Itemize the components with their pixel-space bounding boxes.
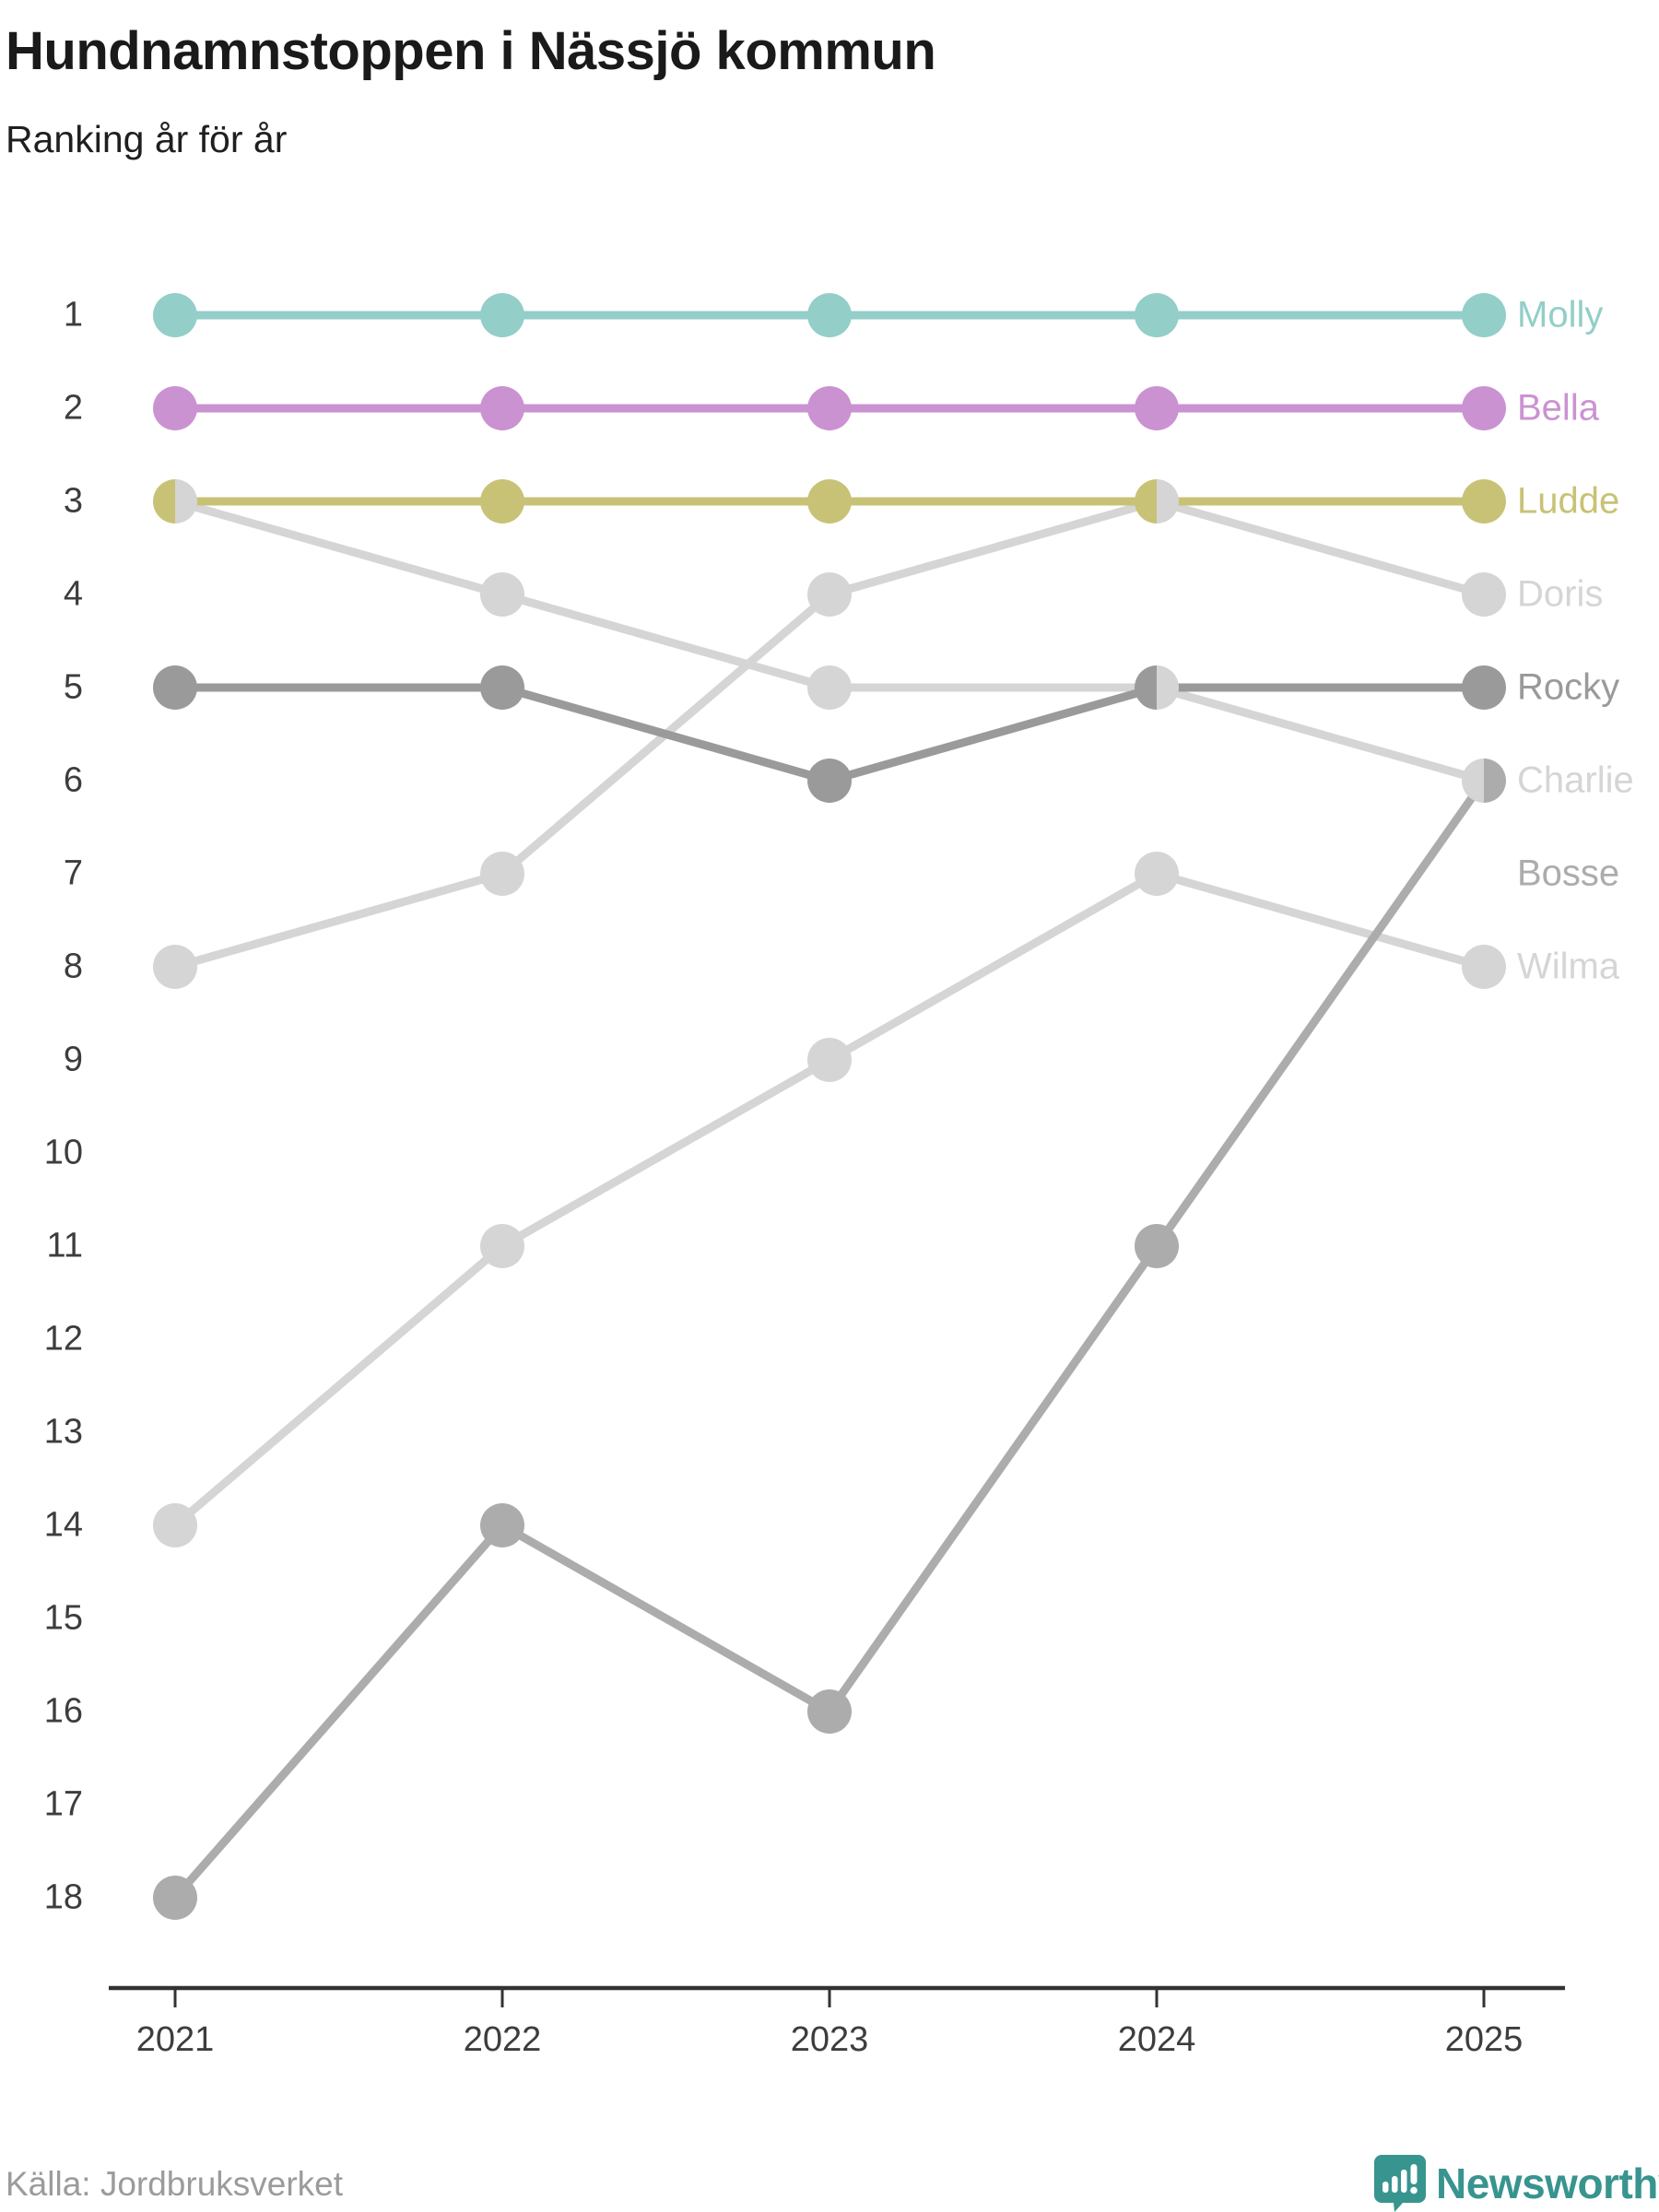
series-label-molly: Molly (1517, 294, 1604, 335)
series-dot-rocky-2022 (480, 665, 524, 710)
shared-dot-2024-rank5 (1135, 665, 1179, 710)
series-dot-wilma-2025 (1462, 945, 1506, 989)
shared-dot-right-half (1157, 479, 1179, 524)
shared-dot-left-half (1462, 759, 1484, 803)
series-line-charlie (173, 497, 1486, 785)
x-tick-label-2022: 2022 (463, 2020, 542, 2059)
series-dot-bella-2022 (480, 386, 524, 430)
series-label-doris: Doris (1517, 573, 1604, 615)
shared-dot-left-half (1135, 479, 1157, 524)
series-dot-ludde-2025 (1462, 479, 1506, 524)
series-dot-bella-2024 (1135, 386, 1179, 430)
series-dot-doris-2025 (1462, 572, 1506, 617)
shared-dot-left-half (153, 479, 175, 524)
series-dot-bosse-2024 (1135, 1224, 1179, 1268)
y-tick-label-7: 7 (63, 853, 83, 893)
x-tick-label-2023: 2023 (790, 2020, 869, 2059)
y-tick-label-6: 6 (63, 760, 83, 800)
source-note: Källa: Jordbruksverket (6, 2165, 344, 2203)
series-dot-doris-2022 (480, 852, 524, 896)
series-dot-ludde-2023 (807, 479, 852, 524)
series-label-bella: Bella (1517, 387, 1599, 429)
series-dot-wilma-2021 (153, 1503, 197, 1547)
series-dot-charlie-2023 (807, 665, 852, 710)
y-tick-label-18: 18 (43, 1877, 83, 1917)
series-dot-bella-2025 (1462, 386, 1506, 430)
x-tick-label-2025: 2025 (1444, 2020, 1524, 2059)
series-dot-rocky-2021 (153, 665, 197, 710)
x-tick-label-2021: 2021 (135, 2020, 215, 2059)
y-tick-label-15: 15 (43, 1598, 83, 1638)
newsworthy-bar-chart-bubble-icon (1374, 2155, 1426, 2212)
y-tick-label-5: 5 (63, 667, 83, 707)
series-dot-molly-2024 (1135, 293, 1179, 337)
series-dot-ludde-2022 (480, 479, 524, 524)
y-tick-label-14: 14 (43, 1505, 83, 1545)
series-line-wilma (172, 869, 1486, 1529)
shared-dot-left-half (1135, 665, 1157, 710)
series-dot-wilma-2023 (807, 1038, 852, 1082)
series-dot-molly-2021 (153, 293, 197, 337)
shared-dot-2024-rank3 (1135, 479, 1179, 524)
shared-dot-right-half (1157, 665, 1179, 710)
series-line-doris (173, 497, 1486, 971)
series-label-charlie: Charlie (1517, 759, 1634, 801)
series-dot-rocky-2025 (1462, 665, 1506, 710)
series-dot-bella-2023 (807, 386, 852, 430)
shared-dot-right-half (1484, 759, 1506, 803)
series-dot-doris-2023 (807, 572, 852, 617)
x-axis (109, 1985, 1565, 2007)
y-tick-label-9: 9 (63, 1040, 83, 1079)
series-dot-rocky-2023 (807, 759, 852, 803)
series-dot-molly-2023 (807, 293, 852, 337)
series-dot-bosse-2022 (480, 1503, 524, 1547)
y-tick-label-1: 1 (63, 295, 83, 335)
y-tick-label-4: 4 (63, 574, 83, 614)
series-dot-wilma-2024 (1135, 852, 1179, 896)
newsworthy-wordmark: Newsworthy (1436, 2159, 1659, 2207)
series-dot-wilma-2022 (480, 1224, 524, 1268)
y-tick-label-16: 16 (43, 1691, 83, 1731)
y-tick-label-12: 12 (43, 1319, 83, 1359)
series-label-wilma: Wilma (1517, 946, 1620, 987)
series-dot-molly-2025 (1462, 293, 1506, 337)
series-label-ludde: Ludde (1517, 480, 1620, 522)
shared-dot-2025-rank6 (1462, 759, 1506, 803)
y-tick-label-13: 13 (43, 1412, 83, 1452)
series-dot-charlie-2022 (480, 572, 524, 617)
series-dot-bosse-2023 (807, 1689, 852, 1734)
series-dot-bosse-2021 (153, 1876, 197, 1920)
y-tick-label-11: 11 (46, 1226, 83, 1265)
page-subtitle: Ranking år för år (6, 118, 288, 160)
x-tick-label-2024: 2024 (1117, 2020, 1196, 2059)
series-label-rocky: Rocky (1517, 666, 1620, 708)
y-tick-label-3: 3 (63, 481, 83, 521)
series-dot-bella-2021 (153, 386, 197, 430)
series-dot-molly-2022 (480, 293, 524, 337)
shared-dot-2021-rank3 (153, 479, 197, 524)
y-tick-label-10: 10 (43, 1133, 83, 1172)
y-tick-label-8: 8 (63, 947, 83, 986)
y-tick-label-2: 2 (63, 388, 83, 428)
page-title: Hundnamnstoppen i Nässjö kommun (6, 21, 936, 81)
y-tick-label-17: 17 (43, 1784, 83, 1824)
shared-dot-right-half (175, 479, 197, 524)
series-label-bosse: Bosse (1517, 853, 1620, 894)
series-dot-doris-2021 (153, 945, 197, 989)
